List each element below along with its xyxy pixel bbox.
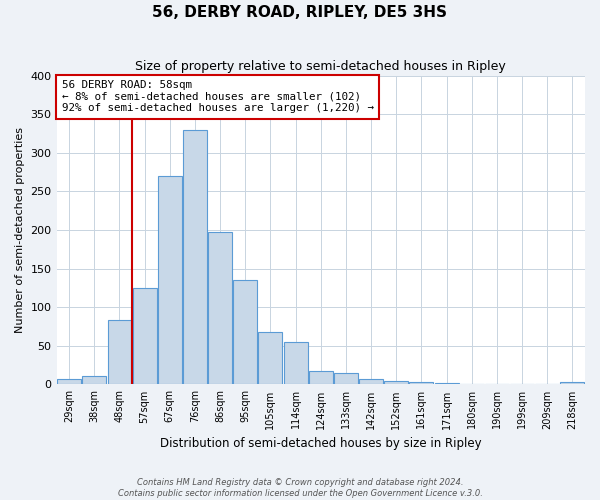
Bar — [208, 232, 232, 384]
Bar — [107, 320, 131, 384]
Bar — [560, 382, 584, 384]
Text: 56 DERBY ROAD: 58sqm
← 8% of semi-detached houses are smaller (102)
92% of semi-: 56 DERBY ROAD: 58sqm ← 8% of semi-detach… — [62, 80, 374, 114]
Bar — [82, 376, 106, 384]
Bar — [309, 370, 333, 384]
Bar — [183, 130, 207, 384]
X-axis label: Distribution of semi-detached houses by size in Ripley: Distribution of semi-detached houses by … — [160, 437, 482, 450]
Bar — [158, 176, 182, 384]
Title: Size of property relative to semi-detached houses in Ripley: Size of property relative to semi-detach… — [136, 60, 506, 73]
Bar — [334, 373, 358, 384]
Bar — [284, 342, 308, 384]
Bar — [133, 288, 157, 384]
Bar — [359, 379, 383, 384]
Bar — [233, 280, 257, 384]
Bar — [259, 332, 283, 384]
Y-axis label: Number of semi-detached properties: Number of semi-detached properties — [15, 127, 25, 333]
Text: 56, DERBY ROAD, RIPLEY, DE5 3HS: 56, DERBY ROAD, RIPLEY, DE5 3HS — [152, 5, 448, 20]
Bar — [57, 379, 81, 384]
Bar — [409, 382, 433, 384]
Bar — [434, 383, 458, 384]
Text: Contains HM Land Registry data © Crown copyright and database right 2024.
Contai: Contains HM Land Registry data © Crown c… — [118, 478, 482, 498]
Bar — [385, 380, 408, 384]
